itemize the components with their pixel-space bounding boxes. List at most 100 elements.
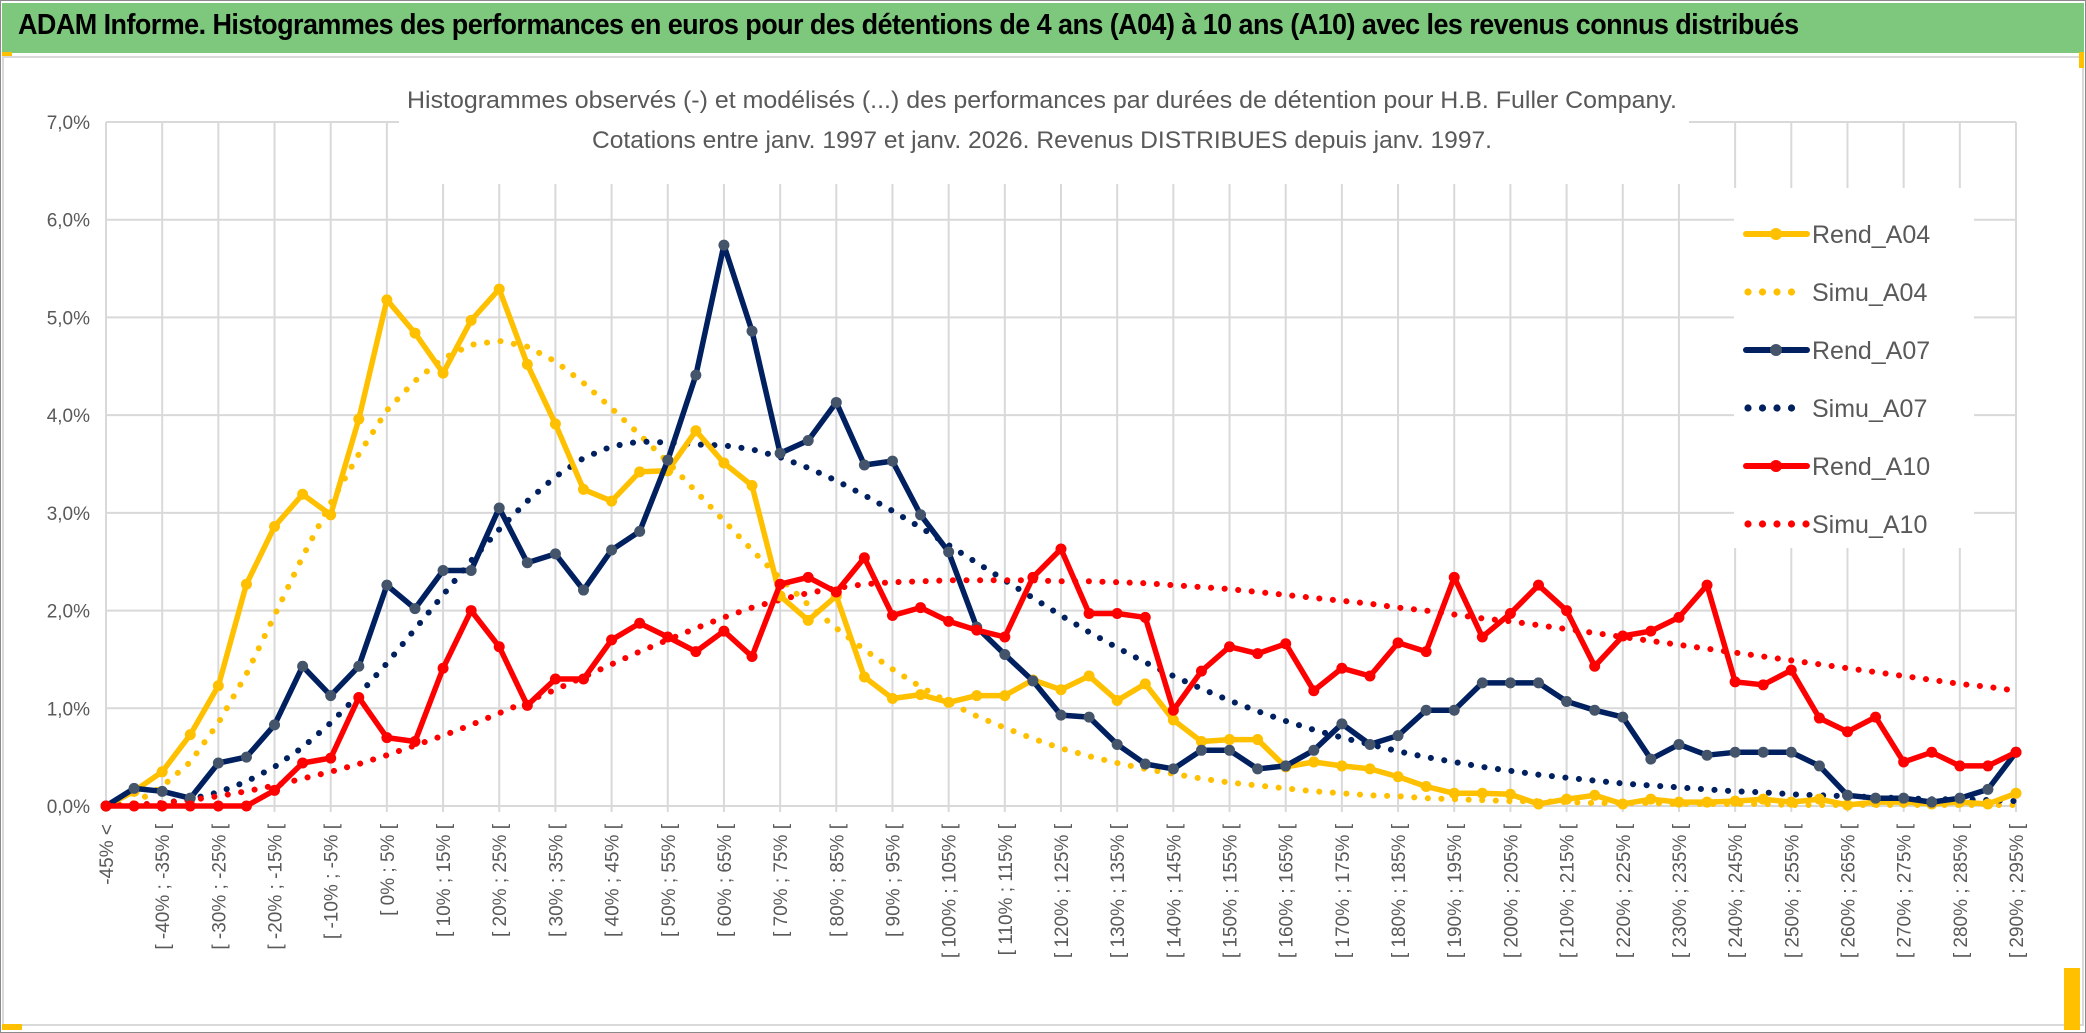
data-point[interactable]: [1645, 625, 1657, 637]
data-point[interactable]: [634, 466, 646, 478]
data-point[interactable]: [1813, 760, 1825, 772]
data-point[interactable]: [971, 624, 983, 636]
data-point[interactable]: [1926, 796, 1938, 808]
data-point[interactable]: [297, 757, 309, 769]
data-point[interactable]: [943, 546, 955, 558]
data-point[interactable]: [662, 454, 674, 466]
data-point[interactable]: [1757, 679, 1769, 691]
data-point[interactable]: [240, 578, 252, 590]
data-point[interactable]: [381, 579, 393, 591]
data-point[interactable]: [521, 699, 533, 711]
data-point[interactable]: [1561, 605, 1573, 617]
data-point[interactable]: [915, 509, 927, 521]
data-point[interactable]: [690, 369, 702, 381]
data-point[interactable]: [802, 435, 814, 447]
data-point[interactable]: [1813, 793, 1825, 805]
data-point[interactable]: [1336, 760, 1348, 772]
legend-item[interactable]: Simu_A10: [1744, 511, 1927, 539]
data-point[interactable]: [830, 586, 842, 598]
data-point[interactable]: [493, 641, 505, 653]
data-point[interactable]: [353, 692, 365, 704]
data-point[interactable]: [718, 625, 730, 637]
resize-handle-bottom-right[interactable]: [2064, 968, 2080, 1030]
data-point[interactable]: [886, 455, 898, 467]
data-point[interactable]: [156, 800, 168, 812]
data-point[interactable]: [1757, 746, 1769, 758]
data-point[interactable]: [1617, 711, 1629, 723]
data-point[interactable]: [353, 660, 365, 672]
resize-handle-top-left[interactable]: [2, 52, 12, 56]
data-point[interactable]: [1083, 608, 1095, 620]
data-point[interactable]: [269, 521, 281, 533]
data-point[interactable]: [1195, 665, 1207, 677]
data-point[interactable]: [1476, 631, 1488, 643]
data-point[interactable]: [1504, 677, 1516, 689]
data-point[interactable]: [1167, 763, 1179, 775]
data-point[interactable]: [156, 766, 168, 778]
data-point[interactable]: [1589, 789, 1601, 801]
data-point[interactable]: [662, 631, 674, 643]
data-point[interactable]: [1673, 796, 1685, 808]
data-point[interactable]: [1982, 798, 1994, 810]
data-point[interactable]: [1785, 746, 1797, 758]
data-point[interactable]: [1336, 662, 1348, 674]
data-point[interactable]: [297, 488, 309, 500]
data-point[interactable]: [1308, 744, 1320, 756]
data-point[interactable]: [409, 327, 421, 339]
data-point[interactable]: [1167, 704, 1179, 716]
data-point[interactable]: [1364, 738, 1376, 750]
data-point[interactable]: [886, 693, 898, 705]
data-point[interactable]: [1476, 787, 1488, 799]
data-point[interactable]: [606, 544, 618, 556]
data-point[interactable]: [1420, 780, 1432, 792]
data-point[interactable]: [1392, 637, 1404, 649]
data-point[interactable]: [1533, 798, 1544, 810]
data-point[interactable]: [1392, 730, 1404, 742]
data-point[interactable]: [493, 283, 505, 295]
data-point[interactable]: [999, 631, 1011, 643]
data-point[interactable]: [606, 495, 618, 507]
data-point[interactable]: [1139, 611, 1151, 623]
data-point[interactable]: [1252, 734, 1264, 746]
data-point[interactable]: [1167, 714, 1179, 726]
data-point[interactable]: [128, 782, 140, 794]
data-point[interactable]: [1589, 660, 1601, 672]
data-point[interactable]: [1870, 792, 1882, 804]
data-point[interactable]: [240, 751, 252, 763]
data-point[interactable]: [1252, 763, 1264, 775]
data-point[interactable]: [1139, 678, 1151, 690]
data-point[interactable]: [1504, 608, 1516, 620]
data-point[interactable]: [1083, 670, 1095, 682]
legend-item[interactable]: Rend_A10: [1743, 453, 1930, 481]
data-point[interactable]: [549, 673, 561, 685]
data-point[interactable]: [1055, 709, 1067, 721]
data-point[interactable]: [1982, 760, 1994, 772]
data-point[interactable]: [521, 358, 533, 370]
data-point[interactable]: [212, 680, 224, 692]
data-point[interactable]: [915, 602, 927, 614]
data-point[interactable]: [1701, 796, 1713, 808]
data-point[interactable]: [1111, 694, 1123, 706]
data-point[interactable]: [943, 696, 955, 708]
data-point[interactable]: [690, 646, 702, 658]
data-point[interactable]: [858, 671, 870, 683]
data-point[interactable]: [269, 719, 281, 731]
data-point[interactable]: [549, 418, 561, 430]
data-point[interactable]: [212, 800, 224, 812]
data-point[interactable]: [1926, 746, 1938, 758]
data-point[interactable]: [1729, 676, 1741, 688]
data-point[interactable]: [297, 660, 309, 672]
data-point[interactable]: [465, 565, 477, 577]
data-point[interactable]: [1617, 798, 1629, 810]
data-point[interactable]: [774, 447, 786, 459]
data-point[interactable]: [1448, 704, 1460, 716]
data-point[interactable]: [156, 785, 168, 797]
data-point[interactable]: [381, 732, 393, 744]
data-point[interactable]: [606, 634, 618, 646]
data-point[interactable]: [858, 552, 870, 564]
data-point[interactable]: [1533, 677, 1544, 689]
data-point[interactable]: [1195, 736, 1207, 748]
data-point[interactable]: [353, 413, 365, 425]
data-point[interactable]: [1645, 753, 1657, 765]
data-point[interactable]: [1982, 783, 1994, 795]
